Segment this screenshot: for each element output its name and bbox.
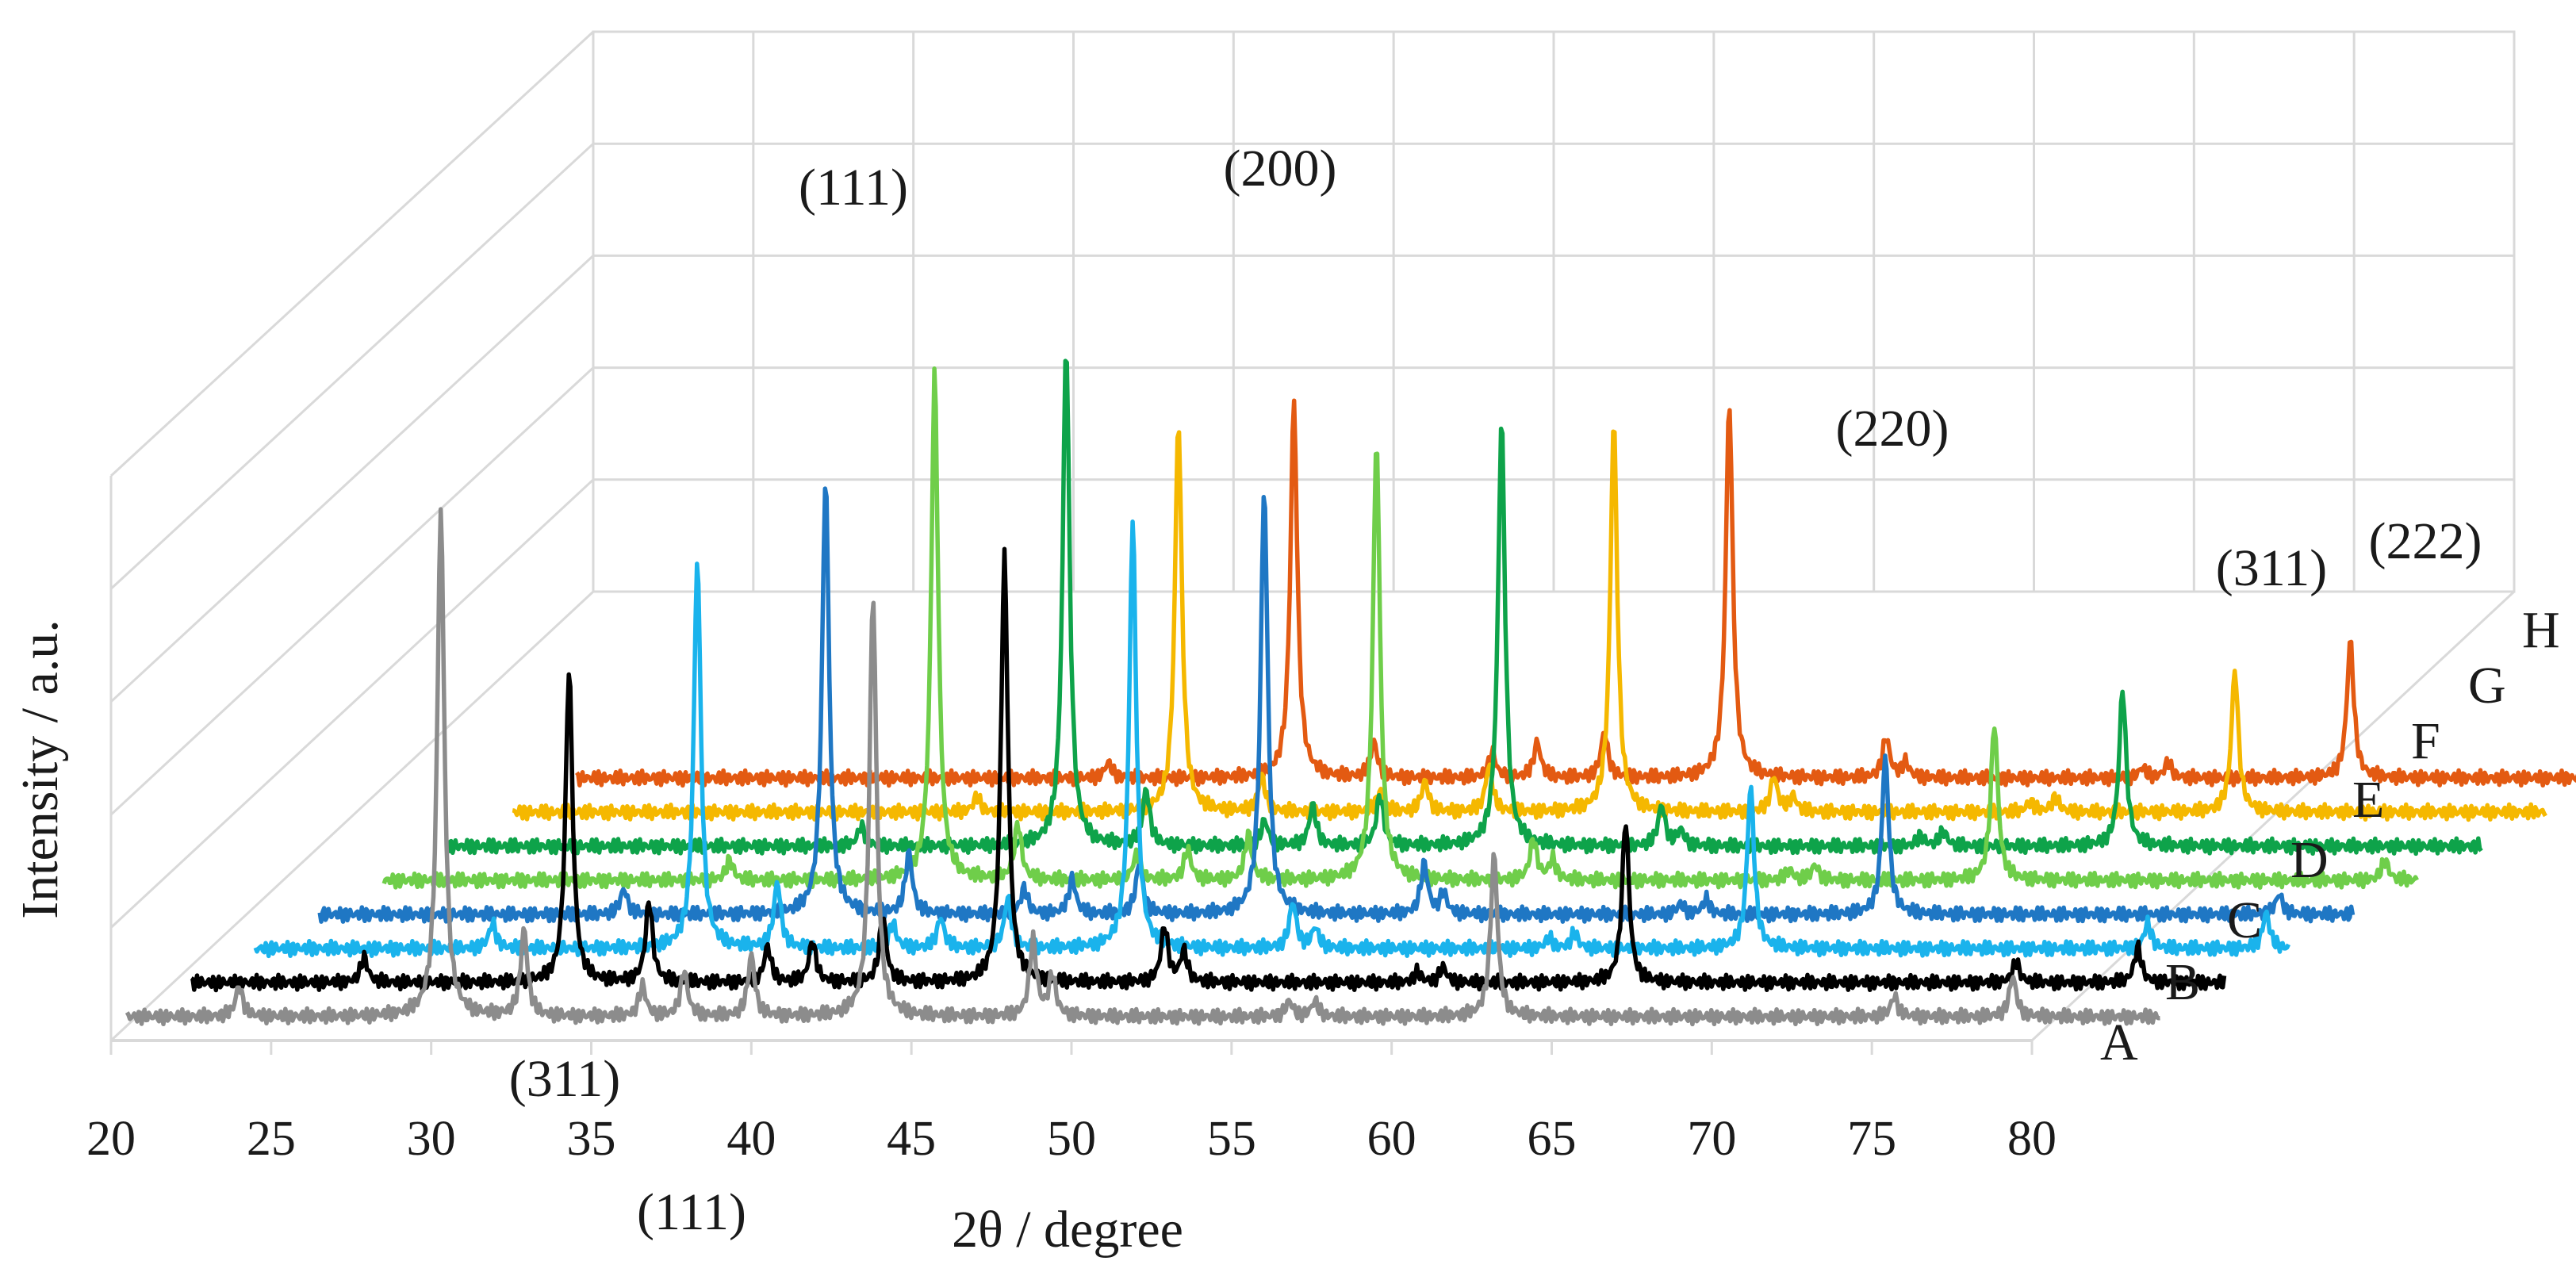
x-tick-label: 75	[1847, 1112, 1896, 1166]
grid-layer	[109, 30, 2516, 1042]
x-tick-label: 80	[2007, 1112, 2057, 1166]
annotation-layer: (111) (200) (220) (311) (222) (311) (111…	[509, 140, 2482, 1241]
annotation-220-top: (220)	[1836, 400, 1949, 458]
series-trace-h	[575, 398, 2576, 788]
x-tick-label: 40	[726, 1112, 776, 1166]
x-tick-label: 20	[86, 1112, 136, 1166]
x-tick-label: 45	[887, 1112, 936, 1166]
x-tick-label: 70	[1687, 1112, 1736, 1166]
series-label-d: D	[2290, 831, 2329, 889]
series-label-b: B	[2165, 953, 2200, 1011]
series-label-g: G	[2468, 657, 2506, 715]
floor-right-edge	[2030, 590, 2516, 1042]
y-axis-title: Intensity / a.u.	[11, 619, 69, 919]
series-trace-g	[512, 429, 2547, 822]
series-label-c: C	[2227, 891, 2262, 949]
x-tick-label: 60	[1367, 1112, 1416, 1166]
x-tick-label: 50	[1047, 1112, 1096, 1166]
x-tick-layer: 20 25 30 35 40 45 50 55 60 65 70 75 80	[86, 1040, 2057, 1166]
series-label-h: H	[2522, 601, 2560, 659]
side-gridline	[109, 255, 595, 703]
side-gridline	[109, 478, 595, 929]
series-label-a: A	[2100, 1014, 2138, 1071]
side-gridline	[109, 590, 595, 1042]
annotation-111-bottom: (111)	[637, 1183, 746, 1241]
annotation-311-bottom: (311)	[509, 1050, 621, 1108]
series-label-e: E	[2352, 771, 2384, 829]
x-tick-label: 35	[567, 1112, 616, 1166]
series-trace-f	[446, 358, 2483, 857]
annotation-311-right: (311)	[2216, 539, 2328, 597]
series-label-f: F	[2411, 712, 2440, 770]
series-trace-c	[253, 519, 2290, 959]
x-tick-label: 25	[247, 1112, 296, 1166]
annotation-111-top: (111)	[799, 159, 908, 217]
series-trace-a	[125, 507, 2161, 1027]
annotation-200-top: (200)	[1224, 140, 1337, 197]
x-tick-label: 65	[1528, 1112, 1577, 1166]
series-trace-e	[381, 366, 2419, 890]
x-tick-label: 30	[407, 1112, 456, 1166]
side-gridline	[109, 143, 595, 590]
annotation-222-right: (222)	[2369, 512, 2482, 570]
series-trace-d	[317, 486, 2356, 924]
x-tick-label: 55	[1207, 1112, 1256, 1166]
series-layer	[125, 358, 2576, 1027]
side-gridline	[109, 30, 595, 477]
x-axis-title: 2θ / degree	[952, 1201, 1183, 1259]
side-gridline	[109, 366, 595, 816]
series-label-layer: A B C D E F G H	[2100, 601, 2560, 1071]
